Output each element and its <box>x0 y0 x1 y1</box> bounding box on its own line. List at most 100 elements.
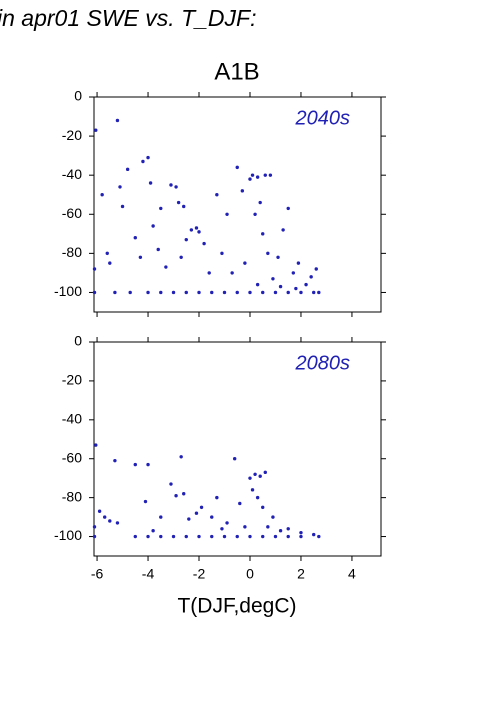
scatter-point <box>273 290 278 295</box>
panel-annotation: 2080s <box>295 352 351 374</box>
scatter-point <box>222 534 227 539</box>
scatter-point <box>94 128 98 132</box>
scatter-point <box>182 204 186 209</box>
scatter-point <box>225 521 229 525</box>
y-tick-label: -80 <box>62 244 82 260</box>
scatter-point <box>210 534 214 539</box>
scatter-point <box>125 167 130 172</box>
scatter-point <box>230 271 234 275</box>
plot-frame <box>93 341 382 557</box>
scatter-point <box>299 290 303 295</box>
scatter-point <box>215 193 219 197</box>
scatter-point <box>235 534 239 539</box>
scatter-point <box>314 267 318 271</box>
scatter-point <box>210 290 214 295</box>
y-tick-label: -100 <box>54 527 82 543</box>
scatter-point <box>113 290 117 295</box>
scatter-point <box>215 495 219 500</box>
scatter-point <box>220 251 224 256</box>
scatter-point <box>255 495 260 500</box>
scatter-point <box>286 290 290 295</box>
y-tick-label: -20 <box>62 372 82 388</box>
scatter-point <box>108 261 112 265</box>
scatter-point <box>159 290 163 295</box>
scatter-point <box>92 290 97 295</box>
scatter-point <box>156 247 160 252</box>
scatter-point <box>138 255 143 259</box>
scatter-point <box>128 290 132 295</box>
y-tick-label: 0 <box>74 333 82 349</box>
scatter-point <box>197 534 201 539</box>
scatter-point <box>278 284 283 289</box>
scatter-point <box>184 534 188 539</box>
scatter-point <box>271 277 275 281</box>
scatter-point <box>248 534 252 539</box>
scatter-point <box>197 290 201 295</box>
scatter-point <box>238 501 242 506</box>
scatter-point <box>179 455 183 459</box>
scatter-point <box>169 482 173 486</box>
x-axis-label: T(DJF,degC) <box>177 595 296 618</box>
scatter-point <box>151 224 155 228</box>
scatter-point <box>133 462 137 467</box>
scatter-point <box>97 509 102 513</box>
scatter-point <box>253 212 257 216</box>
scatter-point <box>261 534 265 539</box>
scatter-point <box>281 228 285 232</box>
scatter-point <box>151 529 155 533</box>
scatter-point <box>261 232 265 236</box>
scatter-point <box>278 529 283 533</box>
panel-annotation: 2040s <box>295 107 351 129</box>
scatter-point <box>248 290 252 295</box>
scatter-point <box>197 230 201 234</box>
scatter-point <box>133 534 137 539</box>
x-tick-label: -6 <box>91 566 104 582</box>
scatter-point <box>92 525 97 529</box>
scatter-point <box>118 185 122 189</box>
scatter-point <box>207 271 211 275</box>
scatter-point <box>143 499 148 504</box>
scatter-point <box>255 282 260 287</box>
scatter-point <box>159 515 163 519</box>
scatter-point <box>146 155 150 160</box>
plot-frame <box>93 96 382 313</box>
scatter-point <box>261 505 265 510</box>
scatter-point <box>263 470 267 475</box>
scatter-point <box>276 255 280 259</box>
scatter-point <box>182 492 186 496</box>
scatter-point <box>199 505 204 510</box>
x-tick-label: 0 <box>246 566 254 582</box>
scatter-point <box>225 212 229 216</box>
scatter-point <box>141 159 145 164</box>
scatter-point <box>299 534 303 539</box>
scatter-point <box>187 517 191 521</box>
scatter-point <box>133 236 137 240</box>
scatter-point <box>268 173 273 177</box>
scatter-point <box>159 534 163 539</box>
scatter-point <box>286 206 290 211</box>
scatter-point <box>248 476 252 480</box>
scatter-point <box>105 251 109 256</box>
scatter-point <box>171 534 176 539</box>
scatter-point <box>235 165 239 170</box>
scatter-point <box>176 200 181 205</box>
scatter-point <box>179 255 183 259</box>
scatter-point <box>146 534 150 539</box>
scatter-point <box>243 525 247 529</box>
scatter-point <box>240 189 245 193</box>
scatter-point <box>232 457 237 461</box>
scatter-point <box>304 282 308 287</box>
scatter-point <box>220 527 224 531</box>
scatter-point <box>194 511 199 515</box>
scatter-point <box>148 181 153 185</box>
scatter-point <box>115 521 120 525</box>
x-tick-label: 4 <box>348 566 356 582</box>
scatter-point <box>286 534 290 539</box>
scatter-point <box>115 118 120 123</box>
y-tick-label: -60 <box>62 205 82 221</box>
scatter-point <box>169 183 173 187</box>
scatter-point <box>255 175 260 179</box>
scatter-point <box>100 193 104 197</box>
scatter-point <box>312 290 316 295</box>
y-tick-label: -40 <box>62 166 82 182</box>
